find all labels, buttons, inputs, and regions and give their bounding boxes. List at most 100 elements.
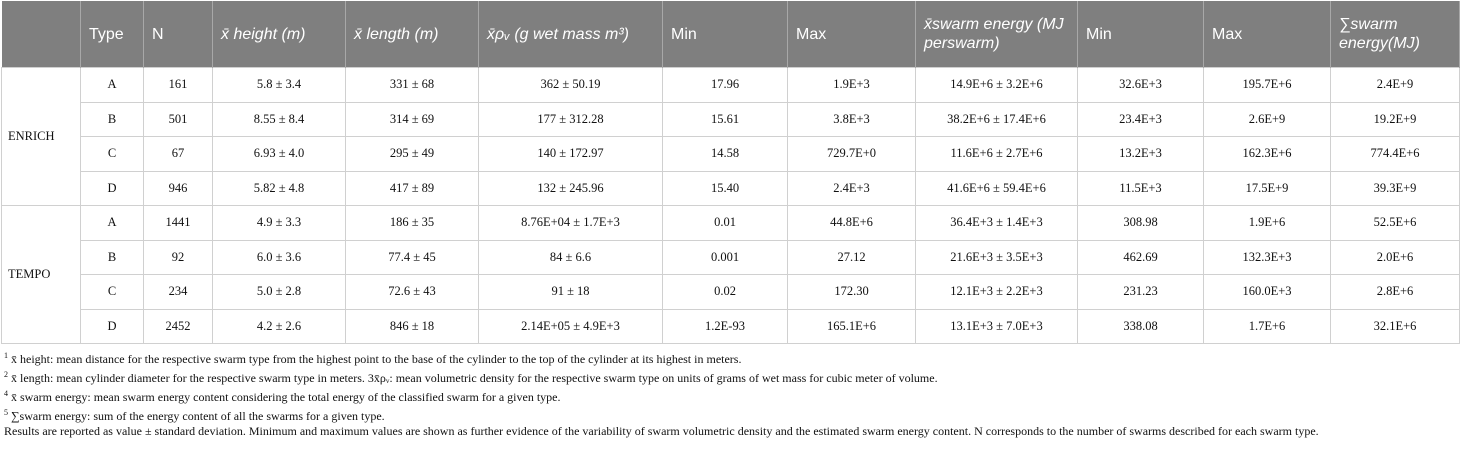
table-cell: 39.3E+9	[1330, 170, 1460, 206]
header-cell	[1, 1, 81, 68]
table-cell: 140 ± 172.97	[478, 136, 663, 172]
table-cell: 2.14E+05 ± 4.9E+3	[478, 308, 663, 344]
table-cell: 13.2E+3	[1077, 136, 1204, 172]
table-cell: 2.8E+6	[1330, 274, 1460, 310]
table-cell: 15.40	[662, 170, 788, 206]
table-cell: 162.3E+6	[1203, 136, 1331, 172]
table-cell: 172.30	[787, 274, 916, 310]
header-cell: Type	[80, 1, 144, 68]
table-cell: 338.08	[1077, 308, 1204, 344]
table-cell: 0.01	[662, 205, 788, 241]
group-label: TEMPO	[1, 205, 81, 344]
header-cell: Max	[787, 1, 916, 68]
table-cell: 1.7E+6	[1203, 308, 1331, 344]
footnote-mark: 2	[4, 370, 8, 379]
table-cell: 8.76E+04 ± 1.7E+3	[478, 205, 663, 241]
table-row: ENRICH A 161 5.8 ± 3.4 331 ± 68 362 ± 50.19 17…	[1, 67, 1460, 206]
table-cell: 5.0 ± 2.8	[212, 274, 346, 310]
table-cell: 2452	[143, 308, 213, 344]
table-cell: 13.1E+3 ± 7.0E+3	[915, 308, 1078, 344]
table-cell: 2.4E+3	[787, 170, 916, 206]
table-cell: 5.82 ± 4.8	[212, 170, 346, 206]
table-cell: 6.93 ± 4.0	[212, 136, 346, 172]
table-cell: 77.4 ± 45	[345, 239, 479, 275]
table-cell: 92	[143, 239, 213, 275]
table-cell: 14.58	[662, 136, 788, 172]
table-cell: 5.8 ± 3.4	[212, 67, 346, 103]
table-cell: 67	[143, 136, 213, 172]
table-cell: 2.0E+6	[1330, 239, 1460, 275]
header-cell: x̄ length (m)	[345, 1, 479, 68]
table-cell: 417 ± 89	[345, 170, 479, 206]
table-cell: 314 ± 69	[345, 101, 479, 137]
table-cell: 1441	[143, 205, 213, 241]
table-row: C 67 6.93 ± 4.0 295 ± 49 140 ± 172.97 14.58 72…	[2, 136, 1460, 172]
footnote-text: x̄ swarm energy: mean swarm energy conte…	[11, 390, 561, 404]
group-label: ENRICH	[1, 67, 81, 206]
header-cell: x̄ρᵥ (g wet mass m³)	[478, 1, 663, 68]
table-cell: 0.001	[662, 239, 788, 275]
footnotes: 1 x̄ height: mean distance for the respe…	[0, 344, 1460, 439]
table-cell: 12.1E+3 ± 2.2E+3	[915, 274, 1078, 310]
table-cell: 44.8E+6	[787, 205, 916, 241]
table-cell: 17.96	[662, 67, 788, 103]
table-cell: 41.6E+6 ± 59.4E+6	[915, 170, 1078, 206]
table-cell: 11.5E+3	[1077, 170, 1204, 206]
table-cell: 362 ± 50.19	[478, 67, 663, 103]
table-cell: 0.02	[662, 274, 788, 310]
table-cell: C	[80, 274, 144, 310]
table-cell: 19.2E+9	[1330, 101, 1460, 137]
table-cell: 501	[143, 101, 213, 137]
table-cell: 21.6E+3 ± 3.5E+3	[915, 239, 1078, 275]
table-cell: 6.0 ± 3.6	[212, 239, 346, 275]
header-cell: Min	[662, 1, 788, 68]
table-cell: A	[80, 67, 144, 103]
header-cell: x̄swarm energy (MJ perswarm)	[915, 1, 1078, 68]
table-cell: 1.9E+6	[1203, 205, 1331, 241]
footnote: 5 ∑swarm energy: sum of the energy conte…	[4, 405, 1456, 424]
table-cell: D	[80, 170, 144, 206]
table-cell: 231.23	[1077, 274, 1204, 310]
table-cell: 2.6E+9	[1203, 101, 1331, 137]
footnote-text: x̄ height: mean distance for the respect…	[11, 352, 742, 366]
table-note: Results are reported as value ± standard…	[4, 424, 1319, 438]
table-row: C 234 5.0 ± 2.8 72.6 ± 43 91 ± 18 0.02 172.30 1…	[2, 274, 1460, 310]
table-cell: 729.7E+0	[787, 136, 916, 172]
table-cell: 161	[143, 67, 213, 103]
table-cell: D	[80, 308, 144, 344]
table-body: ENRICH A 161 5.8 ± 3.4 331 ± 68 362 ± 50.19 17…	[1, 67, 1460, 344]
table-cell: 72.6 ± 43	[345, 274, 479, 310]
table-cell: A	[80, 205, 144, 241]
footnote: 4 x̄ swarm energy: mean swarm energy con…	[4, 386, 1456, 405]
table-cell: 84 ± 6.6	[478, 239, 663, 275]
header-cell: Max	[1203, 1, 1331, 68]
table-cell: 331 ± 68	[345, 67, 479, 103]
footnote-mark: 5	[4, 408, 8, 417]
table-cell: 4.2 ± 2.6	[212, 308, 346, 344]
table-cell: 165.1E+6	[787, 308, 916, 344]
table-cell: 36.4E+3 ± 1.4E+3	[915, 205, 1078, 241]
table-cell: C	[80, 136, 144, 172]
table-cell: 462.69	[1077, 239, 1204, 275]
table-cell: 774.4E+6	[1330, 136, 1460, 172]
table-cell: 52.5E+6	[1330, 205, 1460, 241]
footnote-mark: 4	[4, 389, 8, 398]
table-cell: 32.1E+6	[1330, 308, 1460, 344]
table-cell: 1.2E-93	[662, 308, 788, 344]
table-cell: 1.9E+3	[787, 67, 916, 103]
header-cell: x̄ height (m)	[212, 1, 346, 68]
table-cell: 23.4E+3	[1077, 101, 1204, 137]
table-cell: 32.6E+3	[1077, 67, 1204, 103]
table-cell: 2.4E+9	[1330, 67, 1460, 103]
table-cell: 846 ± 18	[345, 308, 479, 344]
table-cell: B	[80, 101, 144, 137]
table-cell: 38.2E+6 ± 17.4E+6	[915, 101, 1078, 137]
header-cell: Min	[1077, 1, 1204, 68]
table-row: TEMPO A 1441 4.9 ± 3.3 186 ± 35 8.76E+04 ± 1.…	[1, 205, 1460, 344]
table-row: D 2452 4.2 ± 2.6 846 ± 18 2.14E+05 ± 4.9E+3 1…	[2, 308, 1460, 344]
table-cell: 195.7E+6	[1203, 67, 1331, 103]
table-cell: 91 ± 18	[478, 274, 663, 310]
header-cell: ∑swarm energy(MJ)	[1330, 1, 1460, 68]
